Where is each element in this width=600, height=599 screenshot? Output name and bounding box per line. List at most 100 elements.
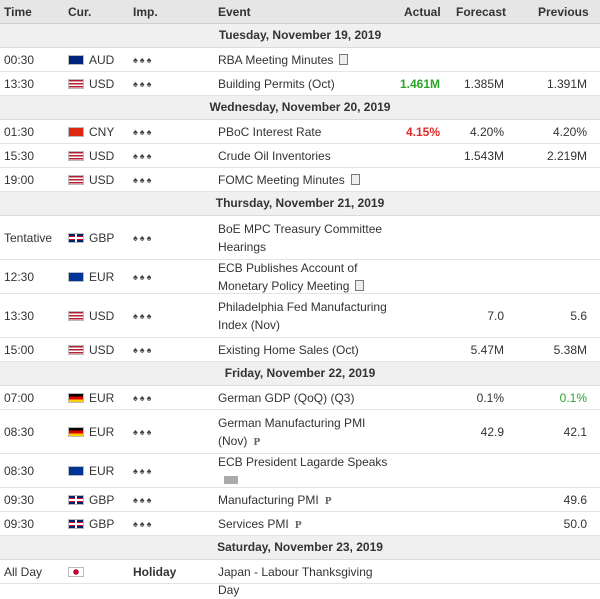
event-name-line: Manufacturing PMI P [218,492,332,507]
event-row[interactable]: 09:30 GBP ♠♠♠ Services PMI P 50.0 [0,512,600,536]
header-event: Event [218,5,251,19]
usa-flag-icon [68,78,84,89]
forecast-cell: 42.9 [480,424,504,439]
event-row[interactable]: 15:00 USD ♠♠♠ Existing Home Sales (Oct) 5.47… [0,338,600,362]
event-name-line: Building Permits (Oct) [218,76,335,91]
event-cell[interactable]: Manufacturing PMI P [218,491,393,511]
event-row[interactable]: 19:00 USD ♠♠♠ FOMC Meeting Minutes [0,168,600,192]
event-row[interactable]: 01:30 CNY ♠♠♠ PBoC Interest Rate 4.15% 4.20% 4… [0,120,600,144]
header-previous: Previous [538,5,589,19]
australia-flag-icon [68,54,84,65]
event-cell[interactable]: PBoC Interest Rate [218,123,393,141]
previous-cell: 49.6 [563,492,587,507]
preliminary-icon: P [324,496,332,507]
day-header: Thursday, November 21, 2019 [0,192,600,216]
document-icon[interactable] [350,173,360,185]
currency-cell: USD [89,342,115,357]
previous-cell: 2.219M [546,148,587,163]
event-cell[interactable]: German GDP (QoQ) (Q3) [218,389,393,407]
event-cell[interactable]: RBA Meeting Minutes [218,51,393,69]
event-row[interactable]: All Day Holiday Japan - Labour Thanksgivin… [0,560,600,597]
importance-bulls-icon: ♠♠♠ [133,494,154,505]
eu-flag-icon [68,465,84,476]
forecast-cell: 4.20% [469,124,504,139]
event-row[interactable]: 13:30 USD ♠♠♠ Building Permits (Oct) 1.461M 1… [0,72,600,96]
forecast-cell: 7.0 [487,308,504,323]
event-row[interactable]: 13:30 USD ♠♠♠ Philadelphia Fed Manufacturin… [0,294,600,338]
currency-cell: GBP [89,230,115,245]
currency-cell: CNY [89,124,115,139]
event-name-line: ECB Publishes Account of [218,260,358,275]
event-name-line: Monetary Policy Meeting [218,277,393,295]
event-row[interactable]: 15:30 USD ♠♠♠ Crude Oil Inventories 1.543M 2.… [0,144,600,168]
currency-cell: USD [89,172,115,187]
event-cell[interactable]: Japan - Labour Thanksgiving Day [218,563,393,599]
event-name-line: Japan - Labour Thanksgiving Day [218,564,373,597]
event-row[interactable]: 07:00 EUR ♠♠♠ German GDP (QoQ) (Q3) 0.1% 0.1% [0,386,600,410]
event-name-line [218,471,393,489]
header-importance: Imp. [133,5,158,19]
importance-bulls-icon: ♠♠♠ [133,78,154,89]
currency-cell: EUR [89,424,115,439]
event-row[interactable]: 00:30 AUD ♠♠♠ RBA Meeting Minutes [0,48,600,72]
event-row[interactable]: 09:30 GBP ♠♠♠ Manufacturing PMI P 49.6 [0,488,600,512]
event-row[interactable]: 08:30 EUR ♠♠♠ ECB President Lagarde Speaks [0,454,600,488]
event-name-line: Hearings [218,239,267,254]
event-name-line: ECB President Lagarde Speaks [218,454,388,469]
time-cell: 00:30 [4,52,35,67]
preliminary-icon: P [294,520,302,531]
currency-cell: USD [89,148,115,163]
time-cell: 09:30 [4,492,35,507]
time-cell: 15:30 [4,148,35,163]
event-name-line: RBA Meeting Minutes [218,51,393,69]
event-cell[interactable]: Philadelphia Fed Manufacturing Index (Nov… [218,298,393,334]
forecast-cell: 5.47M [470,342,504,357]
importance-bulls-icon: ♠♠♠ [133,54,154,65]
event-row[interactable]: Tentative GBP ♠♠♠ BoE MPC Treasury Committe… [0,216,600,260]
event-cell[interactable]: FOMC Meeting Minutes [218,171,393,189]
event-name-line: Existing Home Sales (Oct) [218,342,359,357]
event-name-line: Philadelphia Fed Manufacturing [218,299,387,314]
time-cell: 07:00 [4,390,35,405]
event-cell[interactable]: ECB President Lagarde Speaks [218,453,393,489]
importance-bulls-icon: ♠♠♠ [133,426,154,437]
forecast-cell: 1.543M [463,148,504,163]
importance-bulls-icon: ♠♠♠ [133,310,154,321]
calendar-header: Time Cur. Imp. Event Actual Forecast Pre… [0,0,600,24]
event-cell[interactable]: BoE MPC Treasury Committee Hearings [218,220,393,256]
document-icon[interactable] [339,53,349,65]
usa-flag-icon [68,150,84,161]
event-row[interactable]: 12:30 EUR ♠♠♠ ECB Publishes Account of Monet… [0,260,600,294]
importance-bulls-icon: ♠♠♠ [133,271,154,282]
event-cell[interactable]: ECB Publishes Account of Monetary Policy … [218,259,393,295]
japan-flag-icon [68,566,84,577]
currency-cell: AUD [89,52,115,67]
previous-cell: 5.38M [553,342,587,357]
previous-cell: 4.20% [552,124,587,139]
currency-cell: GBP [89,516,115,531]
actual-cell: 4.15% [405,124,440,139]
germany-flag-icon [68,426,84,437]
previous-cell: 0.1% [559,390,587,405]
usa-flag-icon [68,310,84,321]
uk-flag-icon [68,232,84,243]
document-icon[interactable] [355,279,365,291]
header-forecast: Forecast [456,5,507,19]
forecast-cell: 0.1% [476,390,504,405]
event-row[interactable]: 08:30 EUR ♠♠♠ German Manufacturing PMI (Nov)… [0,410,600,454]
event-name-line: Index (Nov) [218,317,281,332]
day-header: Wednesday, November 20, 2019 [0,96,600,120]
time-cell: 01:30 [4,124,35,139]
event-cell[interactable]: German Manufacturing PMI (Nov) P [218,414,393,452]
event-cell[interactable]: Building Permits (Oct) [218,75,393,93]
event-cell[interactable]: Existing Home Sales (Oct) [218,341,393,359]
currency-cell: EUR [89,463,115,478]
speaker-icon[interactable] [224,475,238,484]
importance-bulls-icon: ♠♠♠ [133,518,154,529]
header-currency: Cur. [68,5,92,19]
event-cell[interactable]: Crude Oil Inventories [218,147,393,165]
event-name-line: BoE MPC Treasury Committee [218,221,383,236]
previous-cell: 5.6 [570,308,587,323]
time-cell: 09:30 [4,516,35,531]
event-cell[interactable]: Services PMI P [218,515,393,535]
